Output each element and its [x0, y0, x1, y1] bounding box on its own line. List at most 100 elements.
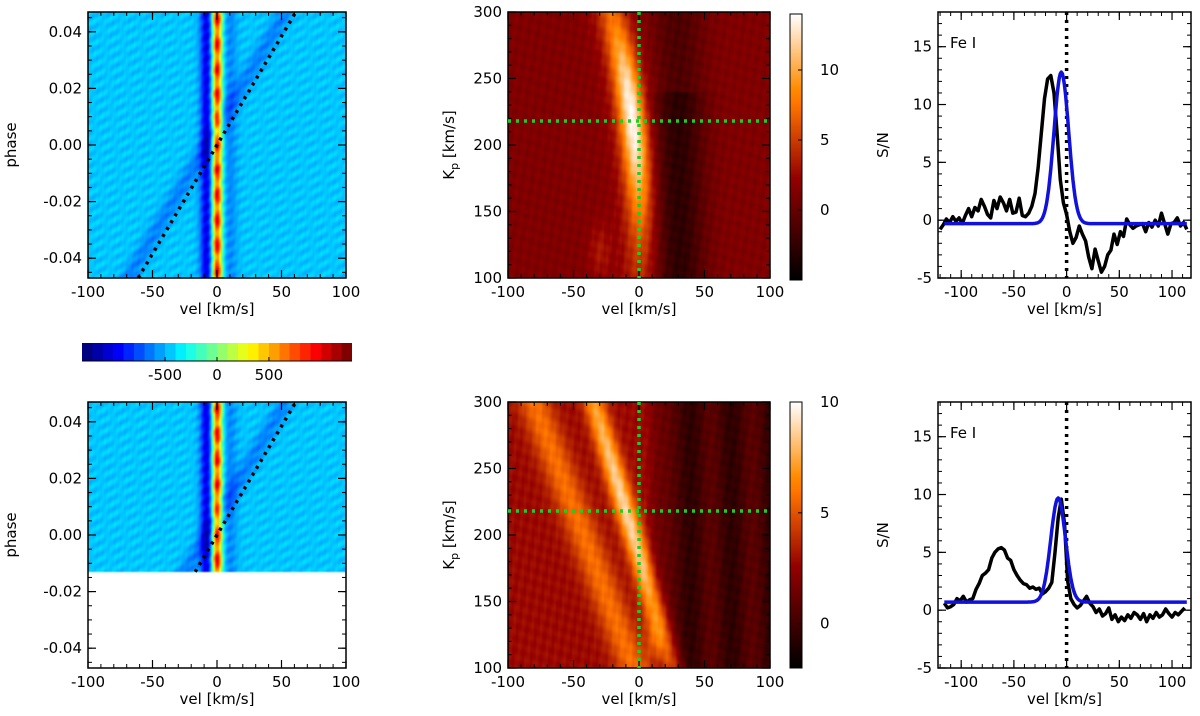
- x-tick-label: 100: [1158, 673, 1187, 691]
- y-tick-label: -5: [917, 269, 932, 287]
- colorbar-tick-label: 0: [212, 366, 222, 384]
- x-tick-label: -100: [491, 283, 525, 301]
- axes-frame: [937, 11, 1192, 279]
- x-tick-label: -50: [140, 283, 165, 301]
- y-tick-label: 5: [922, 153, 932, 171]
- x-tick-label: 0: [1062, 283, 1072, 301]
- axes-frame: [937, 401, 1192, 669]
- colorbar-tick-label: -500: [148, 366, 182, 384]
- planet-track-line: [136, 11, 298, 279]
- planet-track-line: [193, 401, 298, 573]
- x-axis-label: vel [km/s]: [602, 300, 677, 318]
- y-tick-label: 10: [913, 96, 932, 114]
- phase-colorbar-axis: -500 0 500: [82, 357, 352, 384]
- y-tick-label: -0.02: [43, 193, 82, 211]
- x-tick-label: -50: [140, 673, 165, 691]
- colorbar-tick-label: 5: [820, 504, 830, 522]
- x-axis-label: vel [km/s]: [1027, 300, 1102, 318]
- y-tick-label: 300: [473, 393, 502, 411]
- y-tick-label: 150: [473, 203, 502, 221]
- y-tick-label: 15: [913, 428, 932, 446]
- y-tick-label: 0.02: [49, 79, 82, 97]
- colorbar-tick-label: 10: [820, 393, 839, 411]
- y-tick-label: 0.00: [49, 526, 82, 544]
- series-group-tr: [938, 12, 1189, 278]
- x-tick-label: -50: [1002, 673, 1027, 691]
- x-tick-label: 0: [634, 283, 644, 301]
- y-tick-label: 100: [473, 269, 502, 287]
- phase-colorbar-image: [82, 343, 352, 361]
- x-tick-label: 50: [1110, 673, 1129, 691]
- x-tick-label: 0: [634, 673, 644, 691]
- x-tick-label: -100: [491, 673, 525, 691]
- x-tick-label: 0: [212, 283, 222, 301]
- x-axis-label: vel [km/s]: [1027, 690, 1102, 708]
- y-tick-label: 0.04: [49, 23, 82, 41]
- colorbar-tick-label: 0: [820, 201, 830, 219]
- colorbar-bm: [790, 402, 802, 668]
- x-axis-label: vel [km/s]: [180, 300, 255, 318]
- y-tick-label: 250: [473, 460, 502, 478]
- y-tick-label: -0.04: [43, 249, 82, 267]
- y-tick-label: 0.04: [49, 413, 82, 431]
- sn-curve-line: [938, 73, 1189, 274]
- y-tick-label: -5: [917, 659, 932, 677]
- x-tick-label: 50: [695, 283, 714, 301]
- x-tick-label: -100: [944, 673, 978, 691]
- x-tick-label: -100: [71, 673, 105, 691]
- colorbar-tm: [790, 14, 802, 280]
- y-tick-label: 250: [473, 70, 502, 88]
- species-label: Fe I: [950, 34, 976, 52]
- y-tick-label: 10: [913, 486, 932, 504]
- colorbar-tick-label: 500: [255, 366, 284, 384]
- axes-bm: -100 -50 0 50 100 100 150 200 250 300 vel [km/s] Kp…: [440, 393, 784, 708]
- colorbar-axis-bm: 0 5 10: [789, 393, 839, 669]
- gaussian-fit-line: [943, 70, 1188, 226]
- colorbar-tick-label: 5: [820, 131, 830, 149]
- y-tick-label: 0.02: [49, 469, 82, 487]
- x-tick-label: -100: [71, 283, 105, 301]
- y-tick-label: 150: [473, 593, 502, 611]
- y-tick-label: -0.02: [43, 583, 82, 601]
- y-tick-label: 0: [922, 601, 932, 619]
- x-axis-label: vel [km/s]: [602, 690, 677, 708]
- x-tick-label: -50: [1002, 283, 1027, 301]
- colorbar-frame: [789, 13, 803, 281]
- y-axis-label: phase: [2, 122, 20, 167]
- x-tick-label: 50: [1110, 283, 1129, 301]
- axes-bl: -100 -50 0 50 100 -0.04 -0.02 0.00 0.02 0.04 vel […: [2, 401, 361, 708]
- x-tick-label: 100: [332, 673, 361, 691]
- x-tick-label: 50: [695, 673, 714, 691]
- x-tick-label: -50: [561, 673, 586, 691]
- y-axis-label: Kp [km/s]: [440, 500, 461, 569]
- x-tick-label: 0: [212, 673, 222, 691]
- y-tick-label: 300: [473, 3, 502, 21]
- y-axis-label: phase: [2, 512, 20, 557]
- x-tick-label: 100: [1158, 283, 1187, 301]
- x-tick-label: -100: [944, 283, 978, 301]
- x-tick-label: 100: [756, 283, 785, 301]
- colorbar-frame: [789, 401, 803, 669]
- y-axis-label: Kp [km/s]: [440, 110, 461, 179]
- y-tick-label: 100: [473, 659, 502, 677]
- x-tick-label: 0: [1062, 673, 1072, 691]
- x-tick-label: 50: [272, 673, 291, 691]
- gaussian-fit-line: [943, 496, 1188, 604]
- axes-tl: -100 -50 0 50 100 -0.04 -0.02 0.00 0.02 0.04 vel […: [2, 11, 361, 318]
- y-tick-label: 0: [922, 211, 932, 229]
- y-tick-label: 15: [913, 38, 932, 56]
- kp-map-image-tm: [508, 12, 770, 278]
- y-tick-label: 0.00: [49, 136, 82, 154]
- y-axis-label: S/N: [874, 132, 892, 158]
- y-tick-label: 200: [473, 526, 502, 544]
- colorbar-tick-label: 0: [820, 615, 830, 633]
- x-tick-label: -50: [561, 283, 586, 301]
- species-label: Fe I: [950, 424, 976, 442]
- x-tick-label: 100: [756, 673, 785, 691]
- x-axis-label: vel [km/s]: [180, 690, 255, 708]
- x-tick-label: 100: [332, 283, 361, 301]
- y-tick-label: 200: [473, 136, 502, 154]
